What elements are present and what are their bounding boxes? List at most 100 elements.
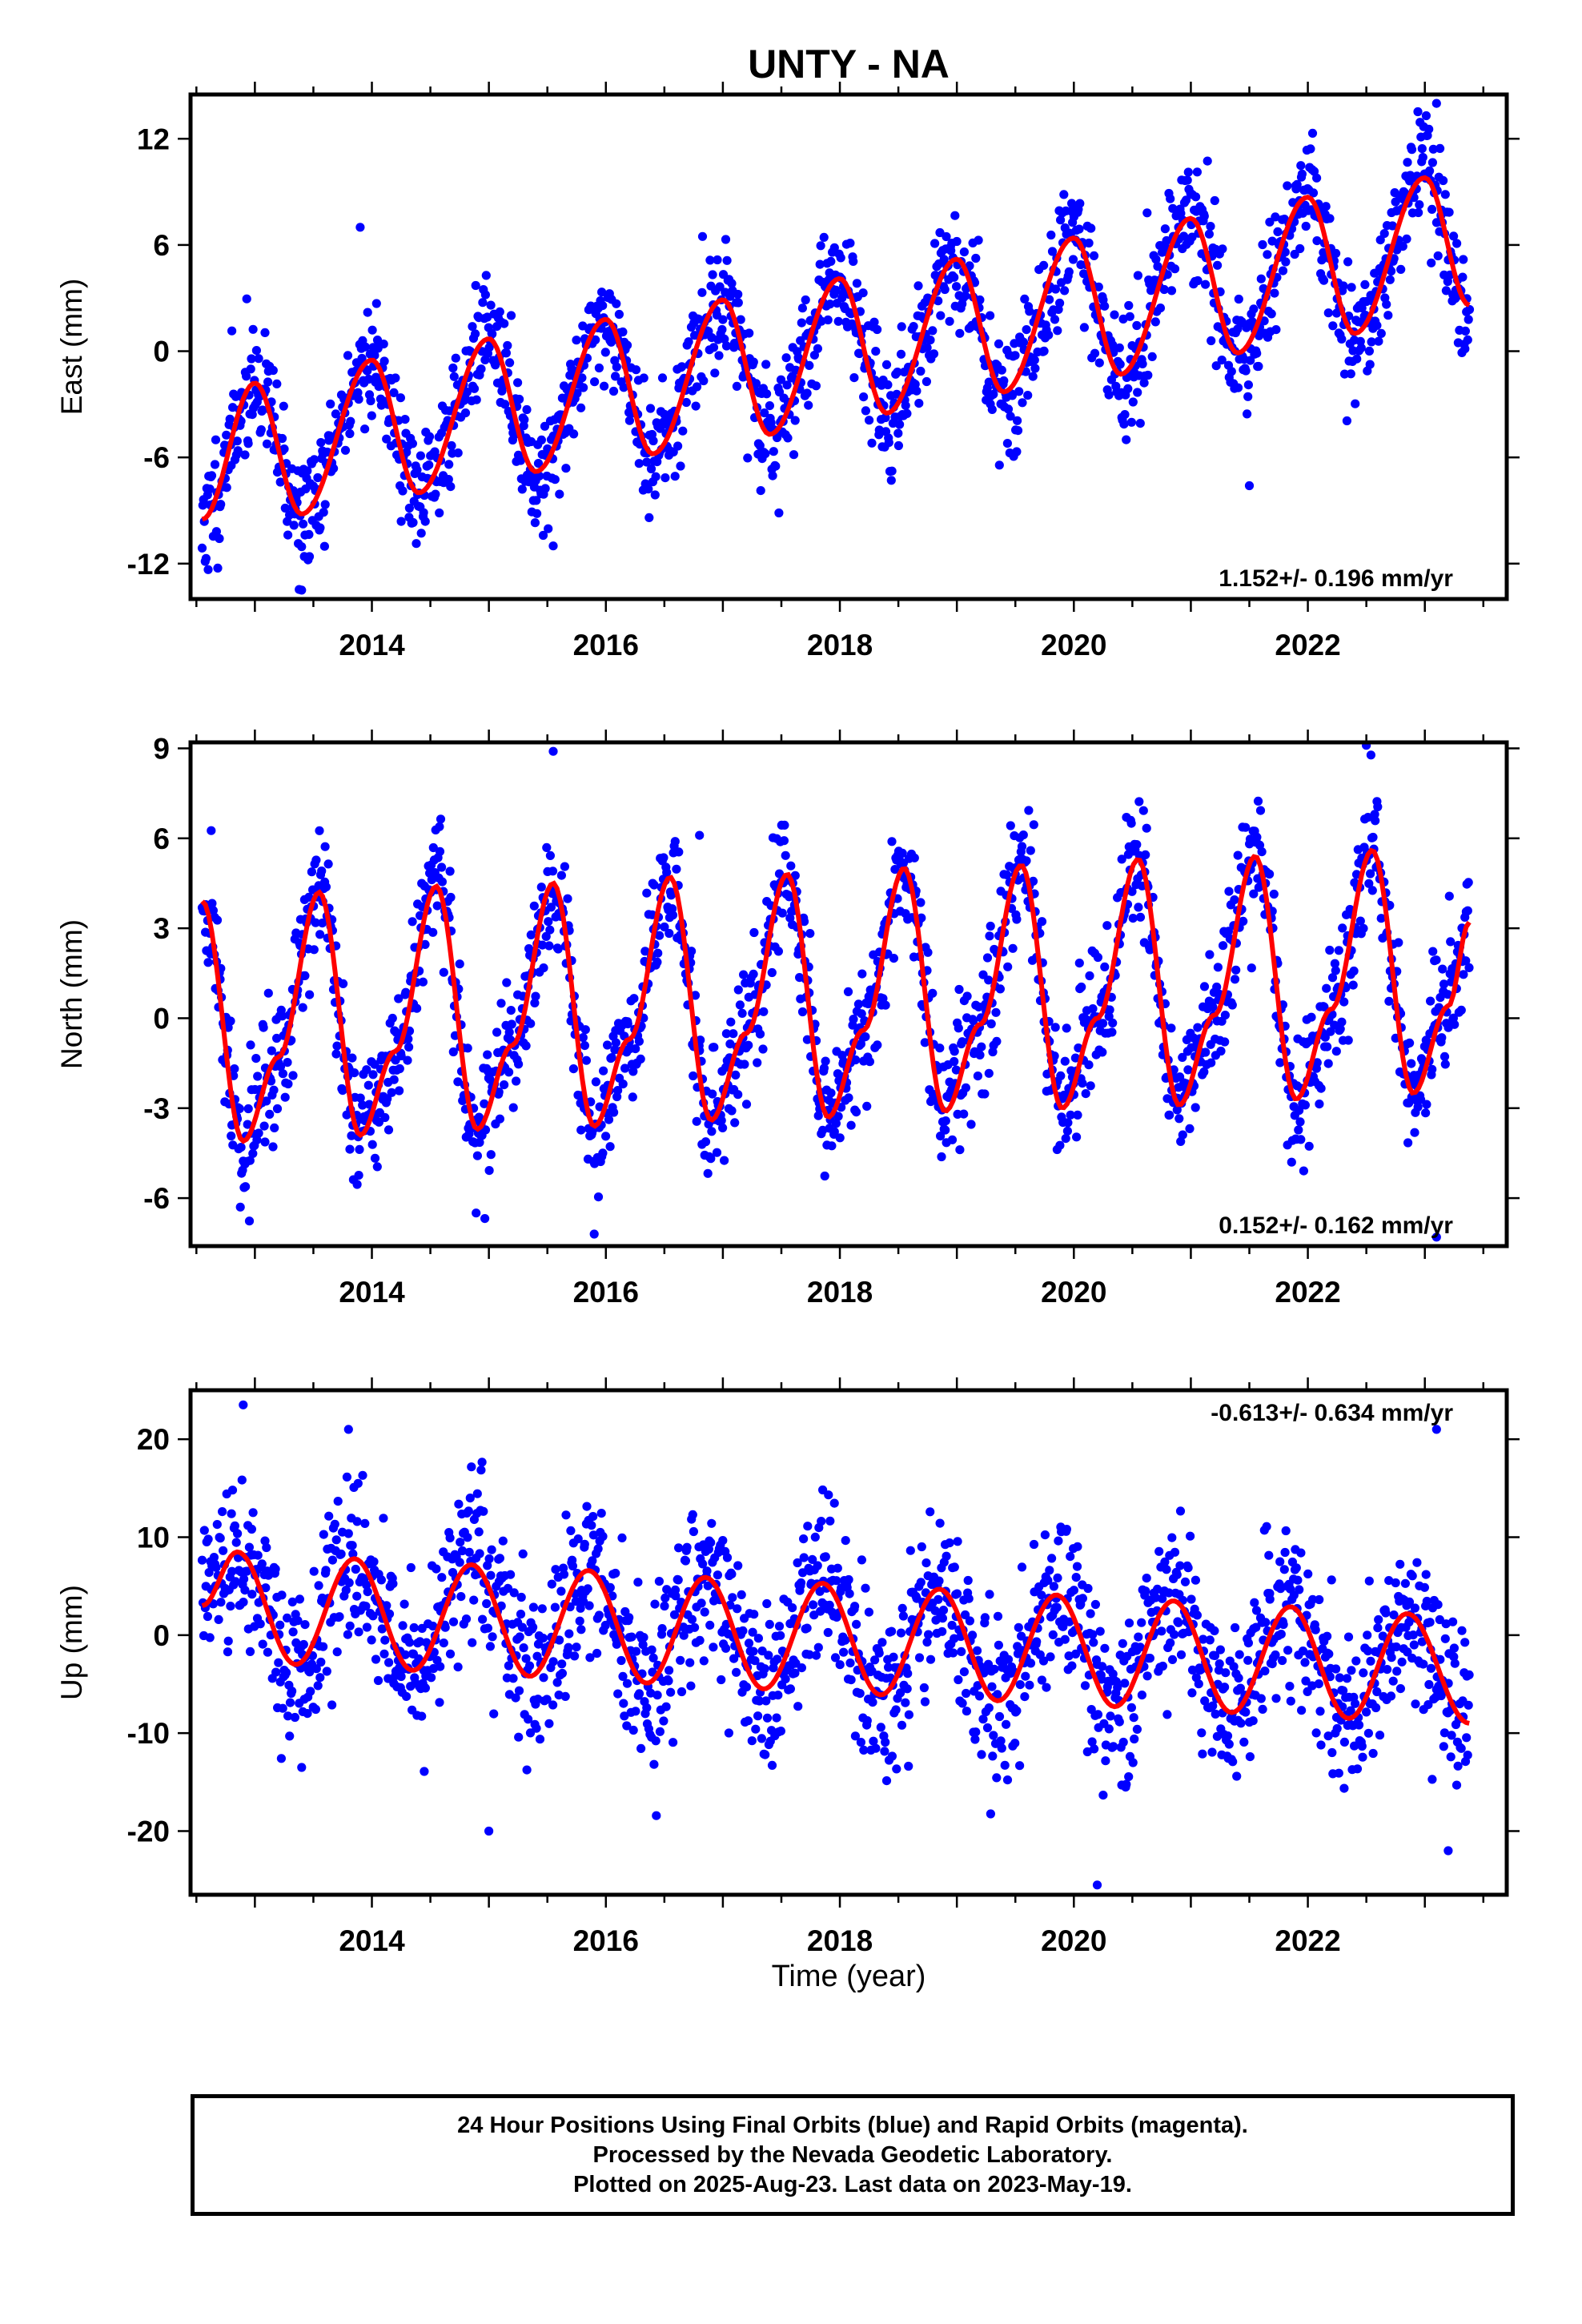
up-point bbox=[203, 1611, 212, 1622]
east-point bbox=[677, 362, 687, 372]
north-point bbox=[1334, 946, 1343, 955]
up-point bbox=[776, 1727, 786, 1736]
up-point bbox=[552, 1678, 562, 1687]
east-point bbox=[974, 235, 983, 245]
north-point bbox=[726, 1017, 736, 1027]
east-point bbox=[1193, 275, 1203, 286]
north-point bbox=[495, 1114, 505, 1124]
up-point bbox=[1014, 1622, 1023, 1632]
east-point bbox=[471, 280, 480, 291]
east-point bbox=[1376, 328, 1386, 338]
north-point bbox=[541, 931, 551, 941]
east-point bbox=[472, 395, 481, 404]
up-point bbox=[809, 1600, 818, 1610]
east-point bbox=[516, 456, 526, 465]
up-point bbox=[856, 1738, 865, 1747]
east-point bbox=[1218, 244, 1227, 254]
up-point bbox=[1162, 1565, 1171, 1574]
up-point bbox=[476, 1466, 486, 1475]
up-point bbox=[1109, 1742, 1118, 1751]
north-point bbox=[1098, 1047, 1107, 1057]
up-point bbox=[627, 1632, 636, 1642]
north-point bbox=[846, 1120, 856, 1130]
north-point bbox=[708, 1089, 717, 1099]
up-point bbox=[1135, 1642, 1145, 1652]
up-point bbox=[938, 1614, 947, 1623]
east-point bbox=[495, 307, 504, 316]
up-point bbox=[482, 1598, 492, 1609]
up-point bbox=[914, 1653, 925, 1663]
east-y-tick-label: 12 bbox=[137, 123, 170, 155]
east-point bbox=[248, 324, 258, 334]
east-point bbox=[1122, 435, 1131, 444]
up-point bbox=[616, 1655, 626, 1666]
up-point bbox=[781, 1675, 790, 1684]
east-point bbox=[532, 496, 541, 505]
up-point bbox=[994, 1711, 1005, 1722]
north-point bbox=[640, 947, 650, 956]
up-point bbox=[666, 1687, 676, 1697]
east-point bbox=[215, 533, 224, 544]
north-point bbox=[916, 898, 926, 907]
up-point bbox=[580, 1539, 589, 1549]
east-point bbox=[1018, 398, 1027, 408]
north-point bbox=[1166, 1023, 1176, 1033]
east-point bbox=[536, 435, 547, 445]
up-point bbox=[237, 1475, 247, 1485]
up-point bbox=[965, 1616, 974, 1626]
up-point bbox=[864, 1607, 873, 1617]
east-point bbox=[901, 400, 910, 410]
east-point bbox=[1252, 348, 1262, 358]
east-point bbox=[797, 318, 806, 328]
east-point bbox=[371, 299, 381, 308]
north-point bbox=[833, 1112, 843, 1121]
north-point bbox=[305, 990, 315, 999]
north-point bbox=[717, 1116, 726, 1125]
east-point bbox=[936, 311, 946, 320]
north-point bbox=[1325, 945, 1335, 955]
east-point bbox=[1297, 169, 1307, 179]
up-point bbox=[456, 1592, 466, 1602]
east-point bbox=[743, 453, 753, 463]
east-point bbox=[1427, 204, 1437, 214]
north-point bbox=[315, 826, 324, 835]
north-point bbox=[733, 1090, 743, 1100]
up-point bbox=[988, 1751, 998, 1761]
up-point bbox=[488, 1632, 497, 1642]
up-point bbox=[1199, 1634, 1208, 1644]
north-y-tick-label: 0 bbox=[153, 1002, 170, 1035]
north-y-tick-label: 3 bbox=[153, 912, 170, 945]
up-point bbox=[223, 1636, 233, 1646]
north-point bbox=[941, 1125, 950, 1135]
east-point bbox=[1441, 286, 1451, 296]
up-point bbox=[841, 1536, 850, 1546]
north-plot-frame bbox=[188, 740, 1509, 1248]
up-point bbox=[1120, 1679, 1130, 1688]
north-point bbox=[1088, 1004, 1098, 1014]
north-point bbox=[262, 1096, 271, 1106]
north-point bbox=[1126, 818, 1136, 828]
east-point bbox=[329, 464, 339, 473]
north-point bbox=[1230, 975, 1240, 984]
up-point bbox=[247, 1590, 257, 1599]
north-point bbox=[395, 1063, 404, 1074]
north-point bbox=[203, 958, 213, 967]
east-point bbox=[952, 282, 962, 292]
up-point bbox=[477, 1458, 487, 1467]
north-point bbox=[370, 1153, 380, 1163]
up-point bbox=[774, 1622, 785, 1631]
north-point bbox=[1132, 840, 1142, 850]
north-point bbox=[1265, 869, 1275, 879]
east-point bbox=[1135, 419, 1145, 428]
north-point bbox=[1443, 990, 1452, 999]
north-point bbox=[1050, 1023, 1060, 1032]
up-point bbox=[448, 1617, 459, 1626]
up-point bbox=[514, 1686, 524, 1695]
east-point bbox=[569, 429, 579, 439]
north-point bbox=[453, 1077, 463, 1087]
up-point bbox=[576, 1625, 586, 1634]
east-point bbox=[1039, 346, 1049, 356]
north-point bbox=[1444, 891, 1454, 901]
east-point bbox=[389, 388, 399, 397]
north-point bbox=[599, 1066, 608, 1076]
